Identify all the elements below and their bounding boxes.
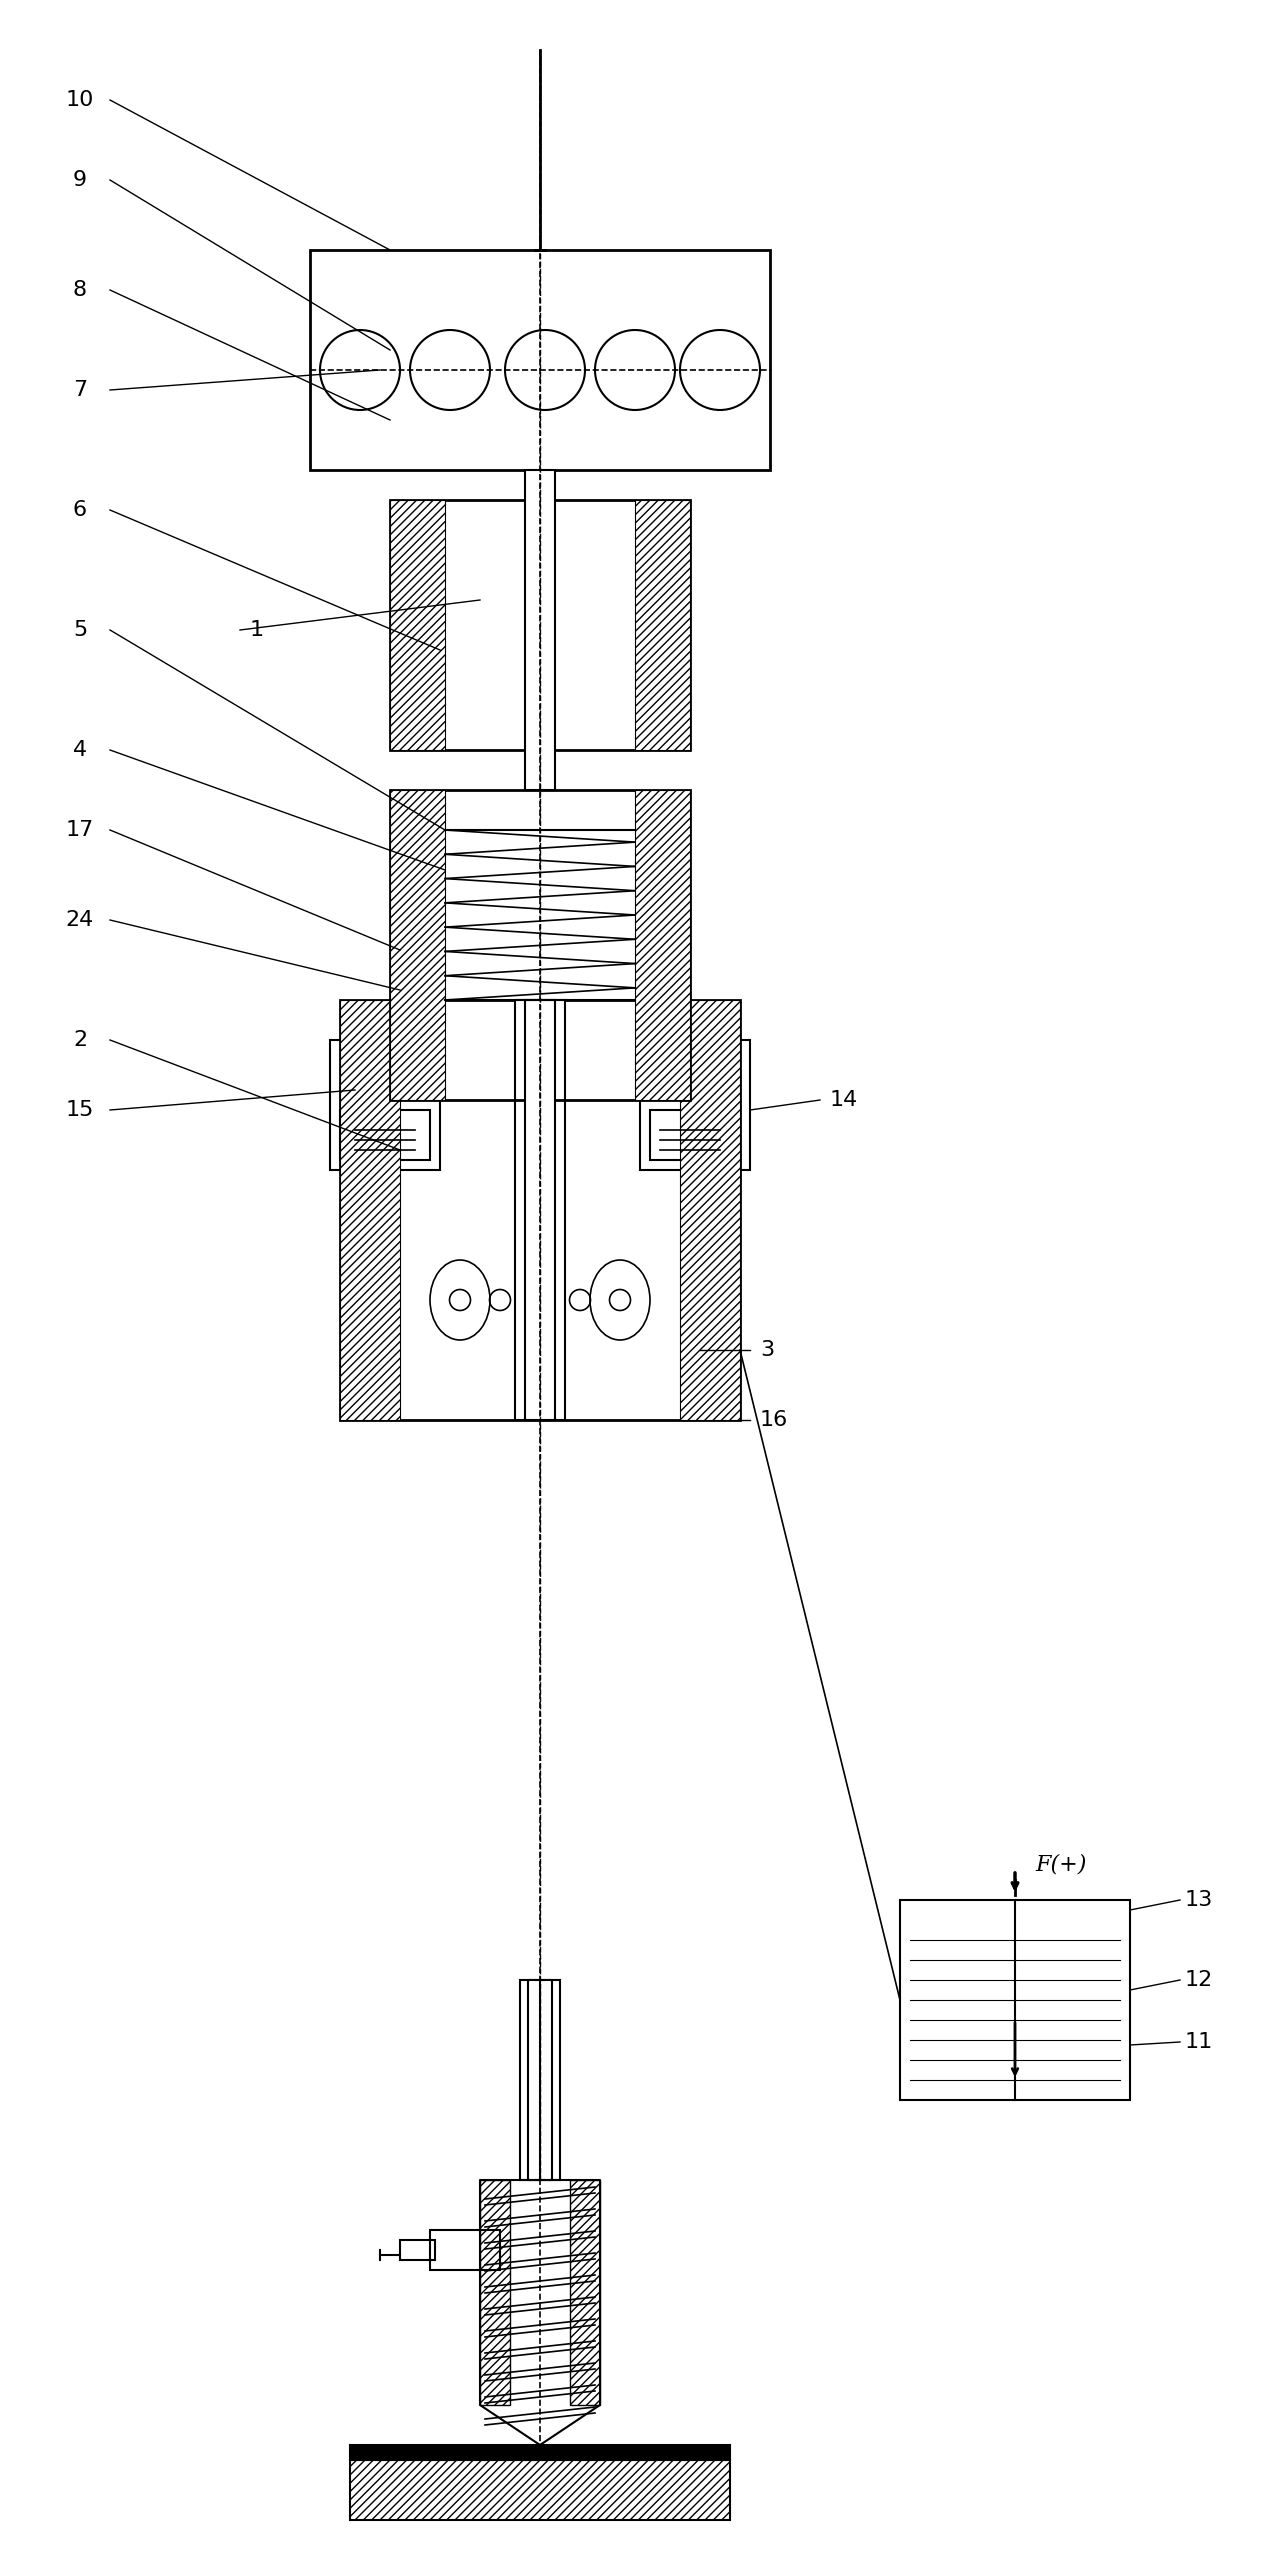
Text: 14: 14 (829, 1089, 858, 1109)
Bar (526, 1000, 555, 1420)
Bar (401, 2239, 435, 2259)
Bar (635, 790, 690, 1099)
Text: F(+): F(+) (1036, 1854, 1086, 1874)
Bar (340, 1000, 401, 1420)
Text: 4: 4 (73, 740, 88, 760)
Text: 11: 11 (1185, 2032, 1213, 2053)
Bar (390, 500, 444, 750)
Bar (650, 1109, 741, 1160)
Bar (350, 2445, 730, 2461)
Bar (340, 1000, 741, 1420)
Bar (640, 1040, 750, 1170)
Text: 24: 24 (66, 910, 94, 931)
Text: 7: 7 (73, 380, 88, 400)
Bar (310, 250, 770, 469)
Text: 12: 12 (1185, 1971, 1213, 1989)
Bar (390, 790, 444, 1099)
Text: 8: 8 (73, 280, 88, 301)
Bar (515, 1000, 565, 1420)
Bar (528, 1979, 553, 2180)
Bar (480, 2180, 510, 2405)
Bar (635, 500, 690, 750)
Text: 5: 5 (73, 620, 88, 640)
Bar (330, 1040, 440, 1170)
Bar (350, 2461, 730, 2519)
Bar (340, 1109, 430, 1160)
Text: 17: 17 (66, 821, 94, 839)
Bar (526, 469, 555, 790)
Text: 6: 6 (73, 500, 88, 520)
Bar (430, 2231, 500, 2270)
Text: 16: 16 (760, 1410, 788, 1431)
Text: 1: 1 (250, 620, 264, 640)
Text: 2: 2 (73, 1030, 88, 1051)
Text: 10: 10 (66, 89, 94, 110)
Bar (390, 790, 690, 1099)
Text: 15: 15 (66, 1099, 94, 1119)
Text: 9: 9 (73, 171, 88, 191)
Bar (390, 500, 690, 750)
Bar (900, 1900, 1130, 2101)
Bar (571, 2180, 600, 2405)
Text: 13: 13 (1185, 1890, 1213, 1910)
Text: 3: 3 (760, 1339, 774, 1359)
Bar (680, 1000, 741, 1420)
Bar (520, 1979, 560, 2180)
